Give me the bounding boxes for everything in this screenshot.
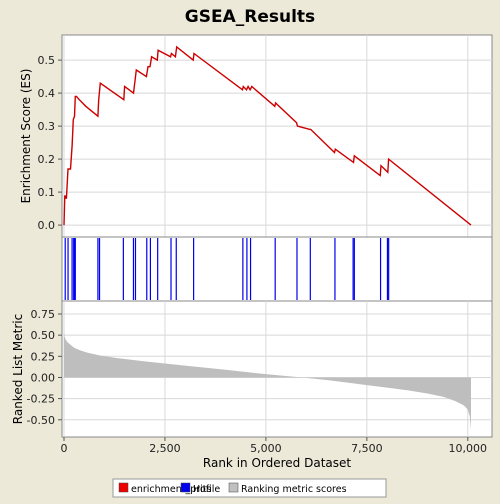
legend-swatch xyxy=(228,482,239,493)
metric-y-axis-label: Ranked List Metric xyxy=(11,314,25,424)
legend-label: Ranking metric scores xyxy=(241,484,347,495)
legend-label: Hits xyxy=(193,484,212,495)
es-y-tick-label: 0.2 xyxy=(38,153,56,166)
x-tick-label: 2,500 xyxy=(149,442,181,455)
metric-y-tick-label: 0.25 xyxy=(31,350,56,363)
es-y-tick-label: 0.4 xyxy=(38,87,56,100)
x-tick-label: 5,000 xyxy=(250,442,282,455)
metric-panel: 0.75 0.50 0.25 0.00 -0.25 -0.50 Ranked List M… xyxy=(11,300,493,438)
es-panel: 0.0 0.1 0.2 0.3 0.4 0.5 Enrichment Score (ES) xyxy=(19,34,493,238)
x-axis-label: Rank in Ordered Dataset xyxy=(203,456,351,470)
chart-title: GSEA_Results xyxy=(185,7,315,27)
metric-y-tick-label: 0.00 xyxy=(31,371,56,384)
x-tick-label: 10,000 xyxy=(449,442,488,455)
es-y-tick-label: 0.5 xyxy=(38,54,56,67)
legend-swatch xyxy=(118,482,129,493)
x-tick-label: 7,500 xyxy=(351,442,383,455)
hits-marks xyxy=(64,238,390,300)
hits-panel xyxy=(61,236,493,302)
metric-y-tick-label: -0.50 xyxy=(27,414,55,427)
x-tick-label: 0 xyxy=(61,442,68,455)
x-axis-ticks: 0 2,500 5,000 7,500 10,000 xyxy=(61,437,488,455)
es-y-axis-label: Enrichment Score (ES) xyxy=(19,69,33,204)
metric-y-ticks: 0.75 0.50 0.25 0.00 -0.25 -0.50 xyxy=(27,308,62,427)
enrichment-profile-line xyxy=(63,45,472,226)
metric-y-tick-label: -0.25 xyxy=(27,393,55,406)
es-grid xyxy=(62,35,492,237)
es-y-tick-label: 0.1 xyxy=(38,186,56,199)
metric-y-tick-label: 0.50 xyxy=(31,329,56,342)
legend-label: enrichment_profile xyxy=(131,484,220,495)
es-y-tick-label: 0.0 xyxy=(38,219,56,232)
legend-swatch xyxy=(180,482,191,493)
es-y-ticks: 0.0 0.1 0.2 0.3 0.4 0.5 xyxy=(38,54,62,232)
metric-y-tick-label: 0.75 xyxy=(31,308,56,321)
ranking-metric-area xyxy=(64,330,471,430)
es-y-tick-label: 0.3 xyxy=(38,120,56,133)
